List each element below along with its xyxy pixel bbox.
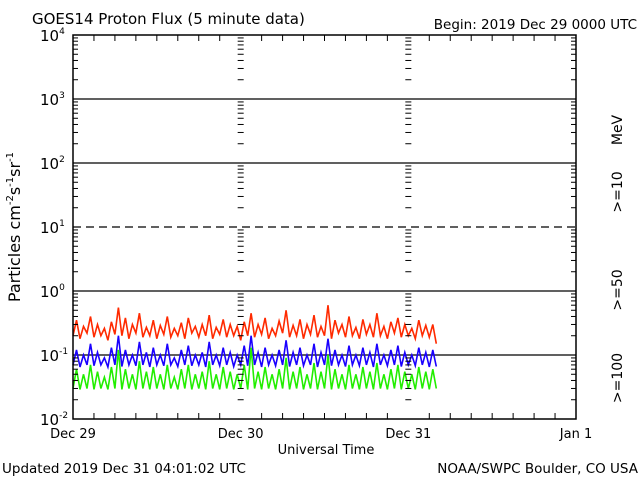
units-label: MeV [610, 114, 626, 145]
series-line-gt10 [72, 305, 438, 344]
legend-gt50: >=50 [610, 269, 626, 310]
series-line-gt50 [72, 335, 438, 370]
x-axis-label: Universal Time [278, 443, 375, 458]
y-tick-label: 10-2 [40, 411, 68, 429]
x-tick-label: Dec 29 [50, 427, 96, 442]
credit-label: NOAA/SWPC Boulder, CO USA [437, 461, 639, 477]
x-tick-label: Dec 30 [218, 427, 264, 442]
y-tick-label: 102 [40, 155, 65, 173]
y-tick-label: 103 [40, 91, 65, 109]
updated-timestamp: Updated 2019 Dec 31 04:01:02 UTC [2, 461, 246, 477]
y-tick-label: 100 [40, 283, 65, 301]
x-tick-label: Jan 1 [559, 427, 592, 442]
y-tick-label: 101 [40, 219, 65, 237]
y-tick-label: 104 [40, 27, 65, 45]
legend-gt100: >=100 [610, 353, 626, 403]
y-axis-label: Particles cm-2s-1sr-1 [5, 152, 24, 302]
legend-gt10: >=10 [610, 171, 626, 212]
x-tick-label: Dec 31 [385, 427, 431, 442]
chart-title: GOES14 Proton Flux (5 minute data) [32, 10, 305, 28]
series-line-gt100 [72, 347, 438, 390]
y-tick-label: 10-1 [40, 347, 68, 365]
begin-label: Begin: 2019 Dec 29 0000 UTC [434, 17, 637, 33]
